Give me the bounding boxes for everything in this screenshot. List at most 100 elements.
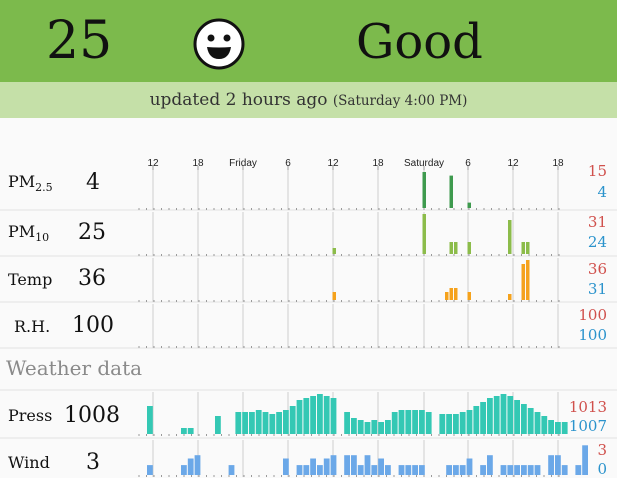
wind-bar	[514, 465, 520, 475]
aqi-header: 25 Good	[0, 0, 617, 82]
wind-bar	[575, 465, 582, 475]
pm10-bar	[454, 242, 458, 254]
wind-bar	[364, 455, 371, 475]
press-bar	[255, 410, 262, 434]
temp-bar	[445, 292, 449, 300]
row-label-pm25: PM2.5	[8, 172, 53, 195]
wind-bar	[459, 465, 466, 475]
wind-bar	[283, 458, 289, 475]
updated-banner: updated 2 hours ago (Saturday 4:00 PM)	[0, 82, 617, 118]
row-low-press: 1007	[568, 417, 607, 435]
wind-bar	[548, 455, 554, 475]
weather-section-title: Weather data	[6, 356, 143, 380]
temp-bar	[521, 264, 525, 300]
wind-bar	[228, 465, 235, 475]
press-bar	[398, 410, 405, 434]
row-high-pm25: 15	[587, 162, 607, 180]
press-bar	[215, 416, 221, 434]
pm10-bar	[449, 242, 453, 254]
wind-bar	[323, 458, 330, 475]
pm25-bar	[449, 175, 453, 208]
wind-bar	[582, 445, 588, 475]
press-bar	[242, 412, 248, 434]
row-high-press: 1013	[568, 398, 607, 416]
press-bar	[459, 412, 466, 434]
time-axis-label: 6	[465, 158, 471, 169]
press-bar	[521, 404, 527, 434]
press-bar	[507, 396, 514, 434]
row-label-wind: Wind	[8, 453, 50, 472]
wind-bar	[419, 465, 425, 475]
pm10-bar	[332, 248, 336, 254]
temp-bar	[467, 292, 471, 300]
press-bar	[262, 412, 269, 434]
press-bar	[439, 414, 446, 434]
time-axis-label: 18	[372, 158, 384, 169]
row-value-press: 1008	[64, 403, 120, 428]
press-bar	[187, 428, 194, 434]
wind-bar	[194, 455, 201, 475]
pm10-bar	[526, 242, 530, 254]
row-high-rh: 100	[578, 306, 607, 324]
press-bar	[344, 412, 350, 434]
row-label-press: Press	[8, 406, 53, 425]
wind-bar	[317, 465, 323, 475]
press-bar	[364, 422, 371, 434]
press-bar	[412, 410, 418, 434]
press-bar	[310, 396, 316, 434]
wind-bar	[555, 455, 561, 475]
press-bar	[446, 414, 452, 434]
row-value-wind: 3	[86, 450, 100, 475]
updated-time: (Saturday 4:00 PM)	[332, 93, 468, 109]
press-bar	[181, 428, 187, 434]
press-bar	[385, 420, 391, 434]
row-value-temp: 36	[78, 266, 106, 291]
press-bar	[391, 412, 398, 434]
pm25-bar	[422, 172, 426, 208]
press-bar	[419, 410, 425, 434]
temp-bar	[454, 288, 458, 300]
press-bar	[289, 406, 296, 434]
press-bar	[378, 422, 384, 434]
wind-bar	[412, 465, 418, 475]
wind-bar	[405, 465, 412, 475]
press-bar	[487, 398, 493, 434]
wind-bar	[466, 458, 473, 475]
aqi-value: 25	[46, 11, 113, 71]
air-quality-status: Good	[356, 14, 483, 70]
row-value-pm25: 4	[86, 170, 100, 195]
wind-bar	[371, 465, 378, 475]
temp-bar	[449, 288, 453, 300]
press-bar	[541, 416, 548, 434]
wind-bar	[303, 465, 310, 475]
time-axis-label: 18	[552, 158, 564, 169]
wind-bar	[351, 455, 357, 475]
wind-bar	[453, 465, 459, 475]
press-bar	[235, 412, 242, 434]
wind-bar	[330, 455, 337, 475]
time-axis-label: Friday	[229, 158, 257, 169]
press-bar	[527, 408, 534, 434]
press-bar	[548, 420, 554, 434]
wind-bar	[296, 465, 303, 475]
press-bar	[357, 420, 364, 434]
press-bar	[405, 410, 412, 434]
row-label-rh: R.H.	[14, 317, 51, 336]
time-axis-label: 12	[147, 158, 159, 169]
time-axis-label: 12	[327, 158, 339, 169]
wind-bar	[181, 465, 187, 475]
press-bar	[351, 418, 357, 434]
row-high-temp: 36	[587, 260, 607, 278]
pm10-bar	[508, 220, 512, 254]
press-bar	[453, 414, 459, 434]
row-low-rh: 100	[578, 326, 607, 344]
press-bar	[303, 398, 310, 434]
press-bar	[555, 422, 561, 434]
press-bar	[269, 414, 276, 434]
wind-bar	[487, 455, 493, 475]
press-bar	[330, 398, 337, 434]
wind-bar	[187, 458, 194, 475]
press-bar	[296, 400, 303, 434]
temp-bar	[332, 292, 336, 300]
